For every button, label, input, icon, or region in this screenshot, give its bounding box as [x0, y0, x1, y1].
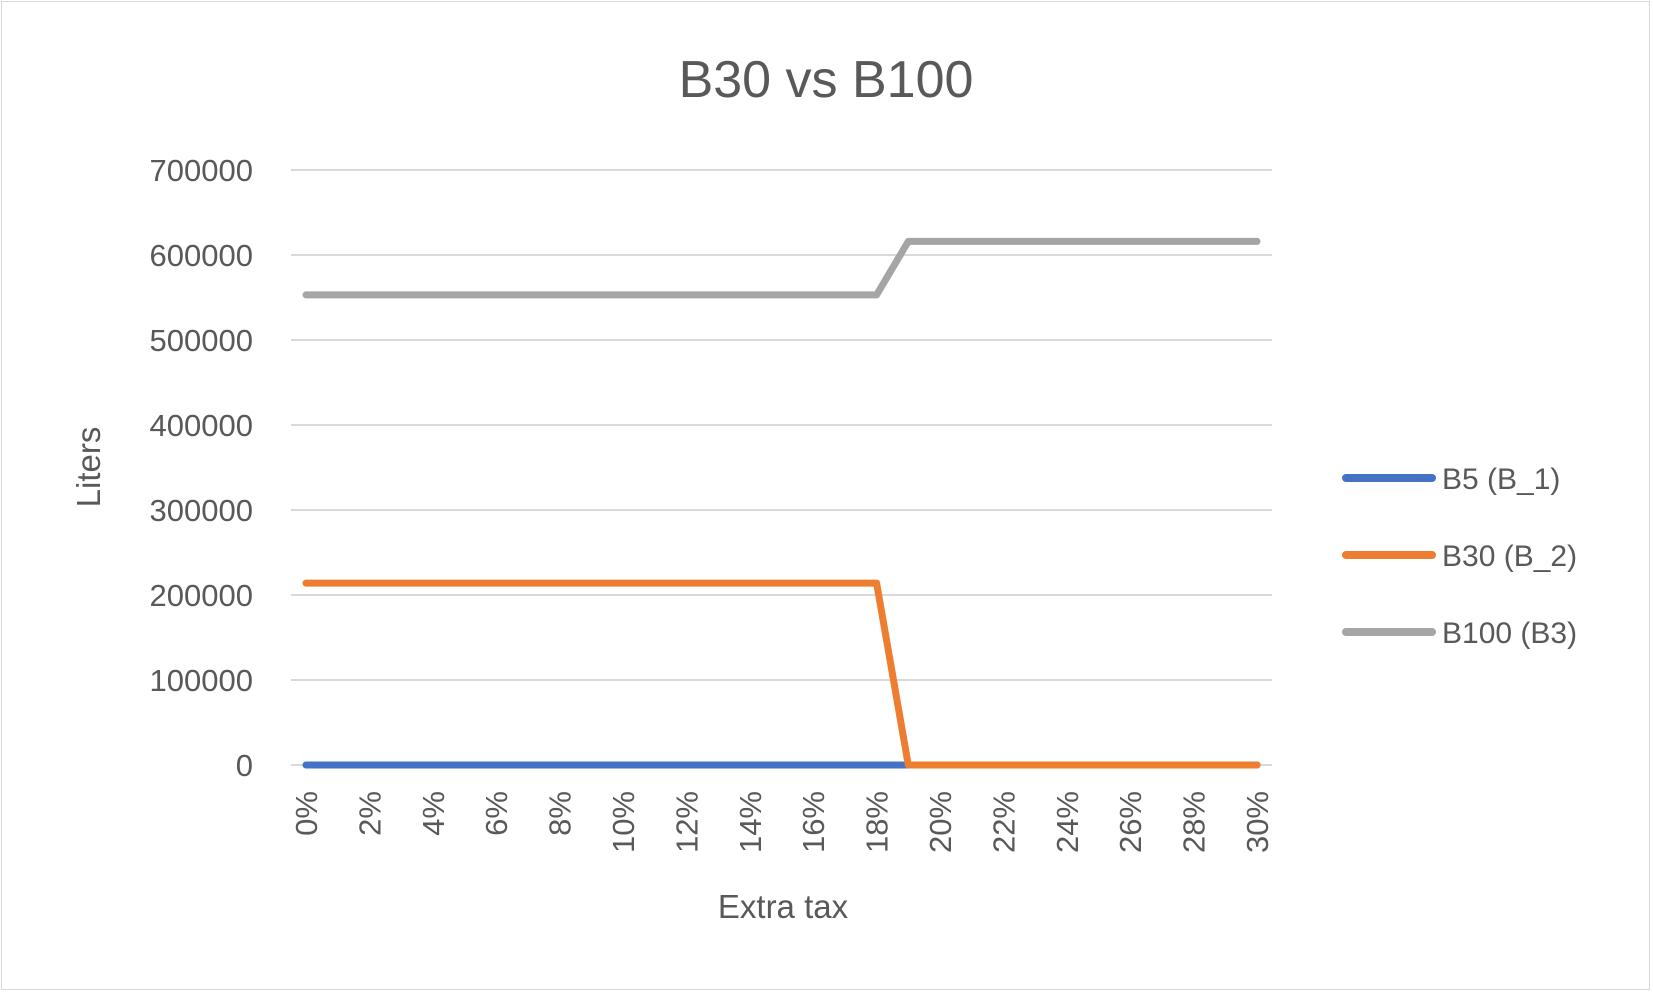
x-tick-label: 18%	[860, 791, 895, 853]
x-tick-label: 14%	[733, 791, 768, 853]
x-tick-label: 22%	[986, 791, 1021, 853]
y-tick-label: 300000	[150, 493, 253, 528]
x-tick-label: 16%	[796, 791, 831, 853]
x-tick-label: 10%	[606, 791, 641, 853]
chart-title: B30 vs B100	[679, 51, 974, 109]
legend-label: B100 (B3)	[1442, 617, 1577, 650]
series-lines	[302, 237, 1261, 769]
series-line-2	[302, 579, 1261, 769]
y-tick-label: 400000	[150, 408, 253, 443]
x-tick-label: 30%	[1240, 791, 1275, 853]
x-tick-label: 8%	[543, 791, 578, 836]
y-tick-label: 600000	[150, 238, 253, 273]
legend-label: B30 (B_2)	[1442, 540, 1577, 573]
x-tick-label: 6%	[479, 791, 514, 836]
y-axis-ticks: 0 100000 200000 300000 400000 500000 600000 700…	[150, 153, 253, 783]
x-tick-label: 28%	[1177, 791, 1212, 853]
x-tick-label: 2%	[352, 791, 387, 836]
y-tick-label: 700000	[150, 153, 253, 188]
x-tick-label: 20%	[923, 791, 958, 853]
x-tick-label: 26%	[1113, 791, 1148, 853]
x-axis-ticks: 0% 2% 4% 6% 8% 10% 12% 14% 16% 18% 20% 22% 24% 26% 28%…	[289, 791, 1275, 853]
x-tick-label: 24%	[1050, 791, 1085, 853]
x-axis-title: Extra tax	[718, 888, 849, 925]
y-tick-label: 500000	[150, 323, 253, 358]
y-tick-label: 100000	[150, 663, 253, 698]
y-axis-title: Liters	[70, 427, 107, 508]
legend: B5 (B_1) B30 (B_2) B100 (B3)	[1342, 463, 1577, 650]
legend-label: B5 (B_1)	[1442, 463, 1560, 496]
x-tick-label: 0%	[289, 791, 324, 836]
series-line-3	[302, 237, 1261, 299]
gridlines	[291, 169, 1272, 766]
y-tick-label: 0	[236, 748, 253, 783]
x-tick-label: 4%	[416, 791, 451, 836]
x-tick-label: 12%	[669, 791, 704, 853]
y-tick-label: 200000	[150, 578, 253, 613]
